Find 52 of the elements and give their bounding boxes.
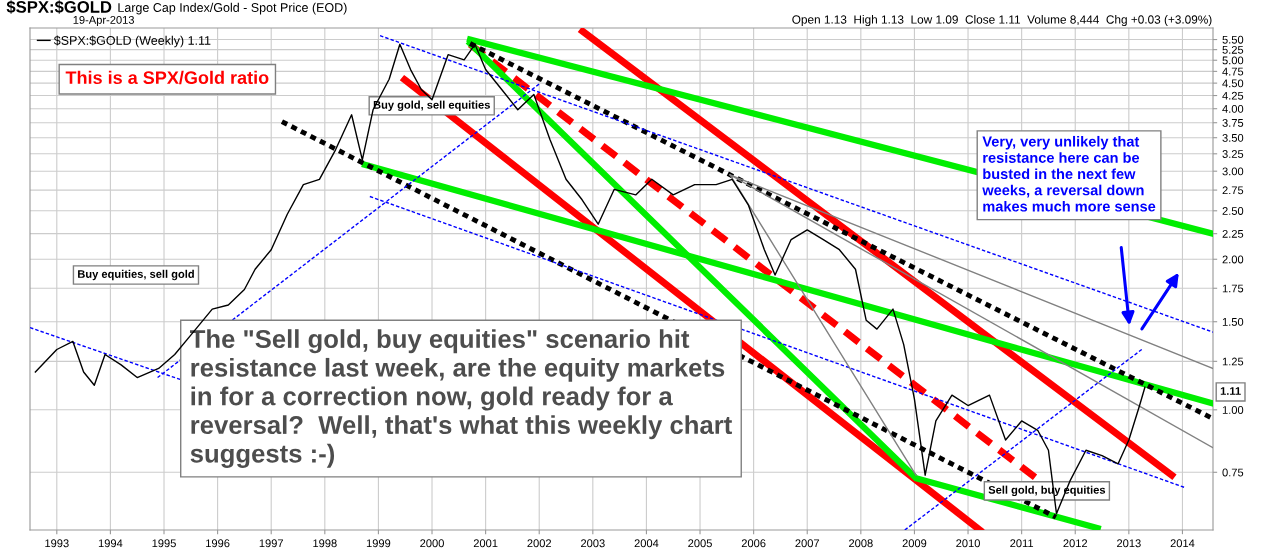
y-tick-label: 2.50 (1222, 207, 1244, 215)
legend-label: $SPX:$GOLD (Weekly) 1.11 (53, 35, 211, 48)
x-tick-label: 1997 (259, 539, 284, 548)
x-tick-label: 2010 (956, 539, 980, 548)
chart-subtitle: Large Cap Index/Gold - Spot Price (EOD) (118, 2, 347, 15)
x-tick-label: 2004 (634, 539, 659, 548)
x-tick-label: 2001 (473, 539, 498, 548)
y-tick-label: 4.25 (1222, 91, 1244, 100)
x-tick-label: 2005 (688, 539, 712, 548)
x-tick-label: 1993 (45, 539, 69, 548)
text: 1.11 (1220, 387, 1241, 395)
y-tick-label: 3.00 (1222, 167, 1244, 176)
x-tick-label: 2008 (849, 539, 873, 548)
annotation: The "Sell gold, buy equities" scenario hit resistance last week, are the equity markets in for a correction now, gold ready for a reversal? Well, that's what this weekly chart suggests :-) (189, 329, 732, 468)
y-tick-label: 3.50 (1222, 133, 1244, 142)
y-tick-label: 2.00 (1222, 255, 1244, 264)
x-tick-label: 2007 (795, 539, 820, 548)
y-tick-label: 0.75 (1222, 468, 1244, 477)
x-tick-label: 1998 (313, 539, 337, 548)
x-tick-label: 2002 (527, 539, 552, 548)
x-tick-label: 2003 (581, 539, 605, 548)
text: 19-Apr-2013 (73, 15, 135, 27)
y-tick-label: 1.50 (1222, 318, 1244, 326)
text: Open 1.13 High 1.13 Low 1.09 Close 1.11 Volume 8,444 Chg +0.03 (+3.09%) (792, 15, 1212, 27)
y-tick-label: 4.75 (1222, 67, 1244, 76)
chart-title: $SPX:$GOLD (6, 0, 112, 14)
y-tick-label: 5.25 (1222, 45, 1244, 54)
x-tick-label: 2011 (1010, 539, 1034, 548)
y-tick-label: 5.50 (1222, 35, 1244, 44)
x-tick-label: 2012 (1063, 539, 1088, 548)
y-tick-label: 4.50 (1222, 79, 1244, 88)
annotation: Buy equities, sell gold (78, 269, 194, 281)
y-tick-label: 1.75 (1222, 284, 1244, 293)
y-tick-label: 2.25 (1222, 229, 1244, 238)
x-tick-label: 2014 (1170, 539, 1195, 548)
y-tick-label: 5.00 (1222, 56, 1244, 65)
x-tick-label: 2000 (420, 539, 444, 548)
y-tick-label: 2.75 (1222, 186, 1244, 195)
y-tick-label: 3.25 (1222, 150, 1244, 158)
x-tick-label: 1996 (206, 539, 230, 548)
annotation: This is a SPX/Gold ratio (65, 70, 269, 85)
x-tick-label: 1994 (98, 539, 123, 548)
y-tick-label: 3.75 (1222, 118, 1244, 127)
x-tick-label: 2006 (741, 539, 766, 548)
x-tick-label: 1999 (366, 539, 391, 548)
annotation: Very, very unlikely that resistance here can be busted in the next few weeks, a reversal down makes much more sense (982, 135, 1156, 212)
x-tick-label: 1995 (152, 539, 176, 548)
x-tick-label: 2013 (1117, 539, 1141, 548)
y-tick-label: 1.25 (1222, 357, 1244, 366)
y-tick-label: 1.00 (1222, 406, 1244, 414)
y-tick-label: 4.00 (1222, 104, 1244, 113)
x-tick-label: 2009 (902, 539, 927, 548)
